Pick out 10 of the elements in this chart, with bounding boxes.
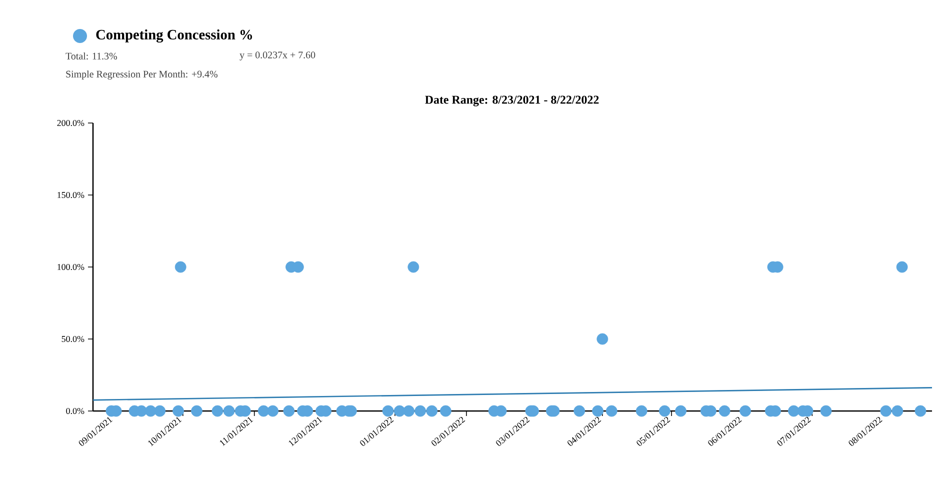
chart-title: Date Range: 8/23/2021 - 8/22/2022 [425, 96, 599, 106]
y-tick-label: 200.0% [57, 120, 84, 126]
legend-label: Competing Concession % [96, 29, 252, 43]
text: Simple Regression Per Month: +9.4% [66, 70, 218, 80]
text: y = 0.0237x + 7.60 [240, 52, 316, 60]
text: Total: 11.3% [66, 52, 117, 60]
y-tick-label: 150.0% [58, 192, 84, 198]
y-tick-label: 100.0% [58, 264, 84, 270]
y-tick-label: 50.0% [62, 336, 84, 342]
y-tick-label: 0.0% [66, 408, 84, 414]
